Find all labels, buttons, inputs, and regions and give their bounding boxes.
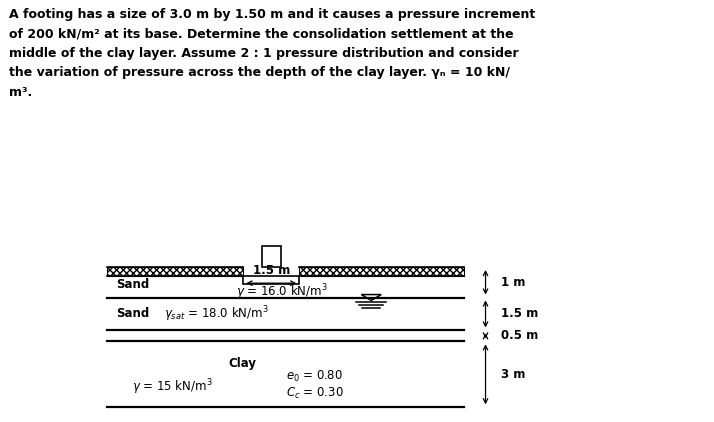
Text: Sand: Sand: [116, 308, 149, 320]
Text: 0.5 m: 0.5 m: [501, 330, 538, 342]
Text: middle of the clay layer. Assume 2 : 1 pressure distribution and consider: middle of the clay layer. Assume 2 : 1 p…: [9, 47, 518, 60]
Bar: [243, 276, 299, 284]
Text: 1.5 m: 1.5 m: [501, 308, 538, 320]
Bar: [262, 246, 281, 267]
Text: m³.: m³.: [9, 86, 32, 99]
Text: Clay: Clay: [228, 357, 257, 370]
Bar: [107, 267, 243, 276]
Bar: [299, 267, 464, 276]
Text: $\gamma$ = 15 kN/m$^3$: $\gamma$ = 15 kN/m$^3$: [132, 377, 213, 397]
Text: $\gamma$ = 16.0 kN/m$^3$: $\gamma$ = 16.0 kN/m$^3$: [236, 283, 328, 302]
Text: $C_c$ = 0.30: $C_c$ = 0.30: [286, 386, 343, 401]
Text: 3 m: 3 m: [501, 368, 526, 381]
Text: A footing has a size of 3.0 m by 1.50 m and it causes a pressure increment: A footing has a size of 3.0 m by 1.50 m …: [9, 8, 535, 21]
Text: Sand: Sand: [116, 278, 149, 290]
Text: $e_0$ = 0.80: $e_0$ = 0.80: [286, 369, 343, 384]
Text: 1 m: 1 m: [501, 276, 526, 289]
Text: of 200 kN/m² at its base. Determine the consolidation settlement at the: of 200 kN/m² at its base. Determine the …: [9, 27, 513, 40]
Text: 1.5 m: 1.5 m: [253, 264, 290, 277]
Text: $\gamma_{sat}$ = 18.0 kN/m$^3$: $\gamma_{sat}$ = 18.0 kN/m$^3$: [164, 304, 269, 324]
Text: the variation of pressure across the depth of the clay layer. γₙ = 10 kN/: the variation of pressure across the dep…: [9, 66, 510, 79]
